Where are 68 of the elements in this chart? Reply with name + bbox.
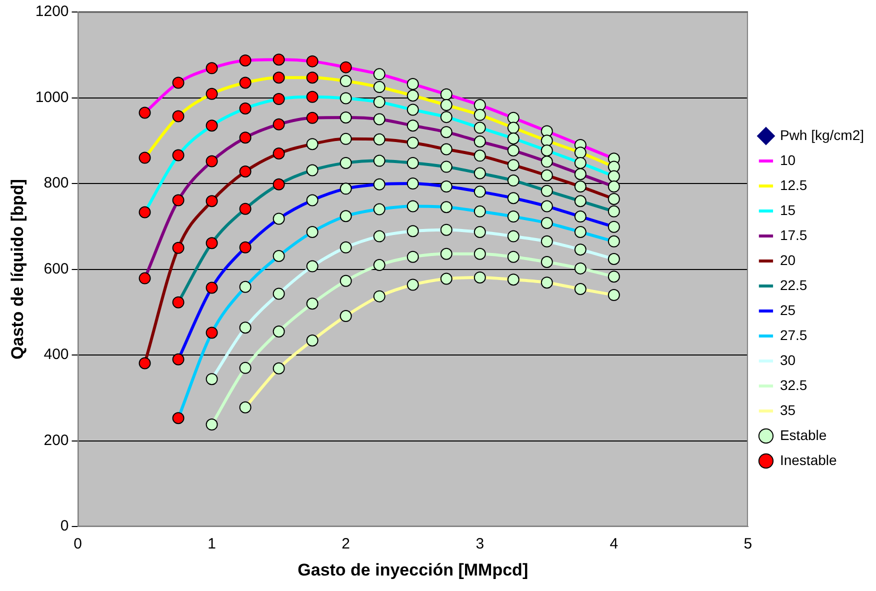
y-tick-label: 200 bbox=[44, 432, 69, 449]
legend-label: Pwh [kg/cm2] bbox=[780, 126, 864, 143]
y-tick-label: 400 bbox=[44, 346, 69, 364]
point bbox=[138, 106, 151, 119]
point bbox=[272, 93, 285, 106]
point bbox=[206, 237, 218, 250]
y-tick-label: 1200 bbox=[35, 3, 69, 20]
x-tick-label: 2 bbox=[342, 536, 350, 553]
legend-label: 22.5 bbox=[780, 276, 808, 293]
x-tick-label: 0 bbox=[74, 536, 82, 553]
x-axis-title: Gasto de inyección [MMpcd] bbox=[298, 560, 528, 580]
x-tick-label: 5 bbox=[744, 536, 752, 553]
point bbox=[138, 206, 151, 218]
point bbox=[172, 76, 184, 89]
legend-label: 10 bbox=[780, 152, 796, 168]
point bbox=[206, 282, 218, 294]
x-tick-label: 1 bbox=[208, 536, 216, 553]
point bbox=[172, 110, 184, 122]
legend-label: Inestable bbox=[780, 452, 838, 468]
point bbox=[138, 272, 151, 284]
point bbox=[206, 195, 218, 208]
point bbox=[172, 296, 184, 308]
point bbox=[138, 357, 151, 370]
point bbox=[272, 148, 285, 160]
legend-label: 32.5 bbox=[780, 376, 808, 393]
point bbox=[306, 72, 318, 84]
point bbox=[239, 76, 252, 89]
legend-label: 20 bbox=[780, 252, 796, 268]
y-axis-title: Qasto de líquido [bpd] bbox=[8, 179, 27, 360]
x-tick-label: 4 bbox=[610, 536, 618, 553]
point bbox=[272, 118, 285, 130]
point bbox=[206, 120, 218, 132]
x-tick-label: 3 bbox=[476, 536, 484, 553]
legend-label: 15 bbox=[780, 202, 796, 218]
point bbox=[340, 61, 352, 74]
point bbox=[239, 166, 252, 178]
point bbox=[272, 178, 285, 190]
point bbox=[272, 72, 285, 84]
point bbox=[306, 90, 318, 103]
point bbox=[272, 54, 285, 66]
point bbox=[206, 88, 218, 100]
point bbox=[239, 132, 252, 144]
point bbox=[239, 202, 252, 215]
point bbox=[206, 326, 218, 339]
point bbox=[239, 54, 252, 66]
legend-label: 12.5 bbox=[780, 176, 808, 193]
point bbox=[306, 55, 318, 68]
point bbox=[206, 62, 218, 74]
y-tick-label: 600 bbox=[44, 260, 69, 278]
point bbox=[239, 102, 252, 114]
point bbox=[206, 155, 218, 168]
y-tick-label: 800 bbox=[44, 174, 69, 192]
legend-label: 17.5 bbox=[780, 226, 808, 243]
legend-label: 27.5 bbox=[780, 326, 808, 343]
point bbox=[306, 112, 318, 124]
point bbox=[239, 241, 252, 254]
point bbox=[138, 152, 151, 164]
point bbox=[172, 149, 184, 162]
legend-label: 30 bbox=[780, 352, 796, 368]
point bbox=[172, 353, 184, 366]
point bbox=[172, 412, 184, 424]
point bbox=[172, 242, 184, 254]
legend-label: 25 bbox=[780, 302, 796, 318]
legend-label: 35 bbox=[780, 402, 796, 418]
y-tick-label: 1000 bbox=[35, 88, 69, 106]
legend-label: Estable bbox=[780, 426, 827, 443]
y-tick-label: 0 bbox=[60, 518, 69, 535]
point bbox=[172, 194, 184, 206]
